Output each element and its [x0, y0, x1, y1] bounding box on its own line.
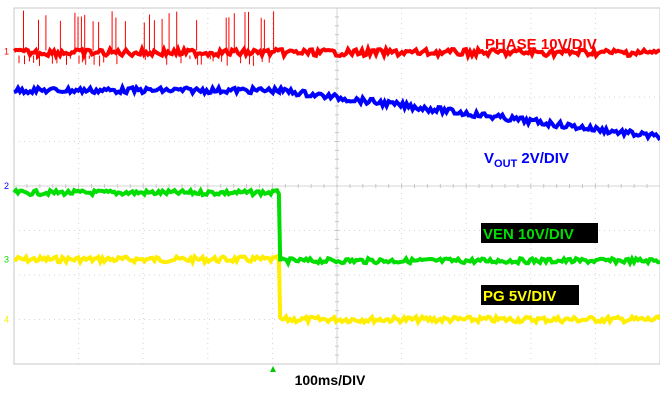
timebase-label: 100ms/DIV	[294, 372, 366, 388]
trigger-marker	[270, 366, 276, 372]
phase-label: PHASE 10V/DIV	[485, 36, 597, 53]
channel-markers: 1 2 3 4	[4, 47, 9, 325]
phase-switching-spikes	[18, 10, 275, 67]
channel-marker-1: 1	[4, 47, 9, 57]
ven-label-bg	[481, 223, 598, 243]
ven-label: VEN 10V/DIV	[483, 226, 574, 243]
pg-label-bg	[481, 285, 579, 305]
pg-label: PG 5V/DIV	[483, 288, 556, 305]
pg-trace	[13, 252, 660, 327]
vout-trace	[13, 82, 660, 142]
channel-marker-3: 3	[4, 254, 9, 264]
traces	[12, 10, 660, 327]
phase-trace	[12, 42, 660, 62]
channel-marker-2: 2	[4, 181, 9, 191]
vout-label: VOUT 2V/DIV	[484, 150, 569, 170]
grid	[13, 7, 660, 365]
channel-marker-4: 4	[4, 315, 9, 325]
ven-trace	[12, 186, 660, 268]
